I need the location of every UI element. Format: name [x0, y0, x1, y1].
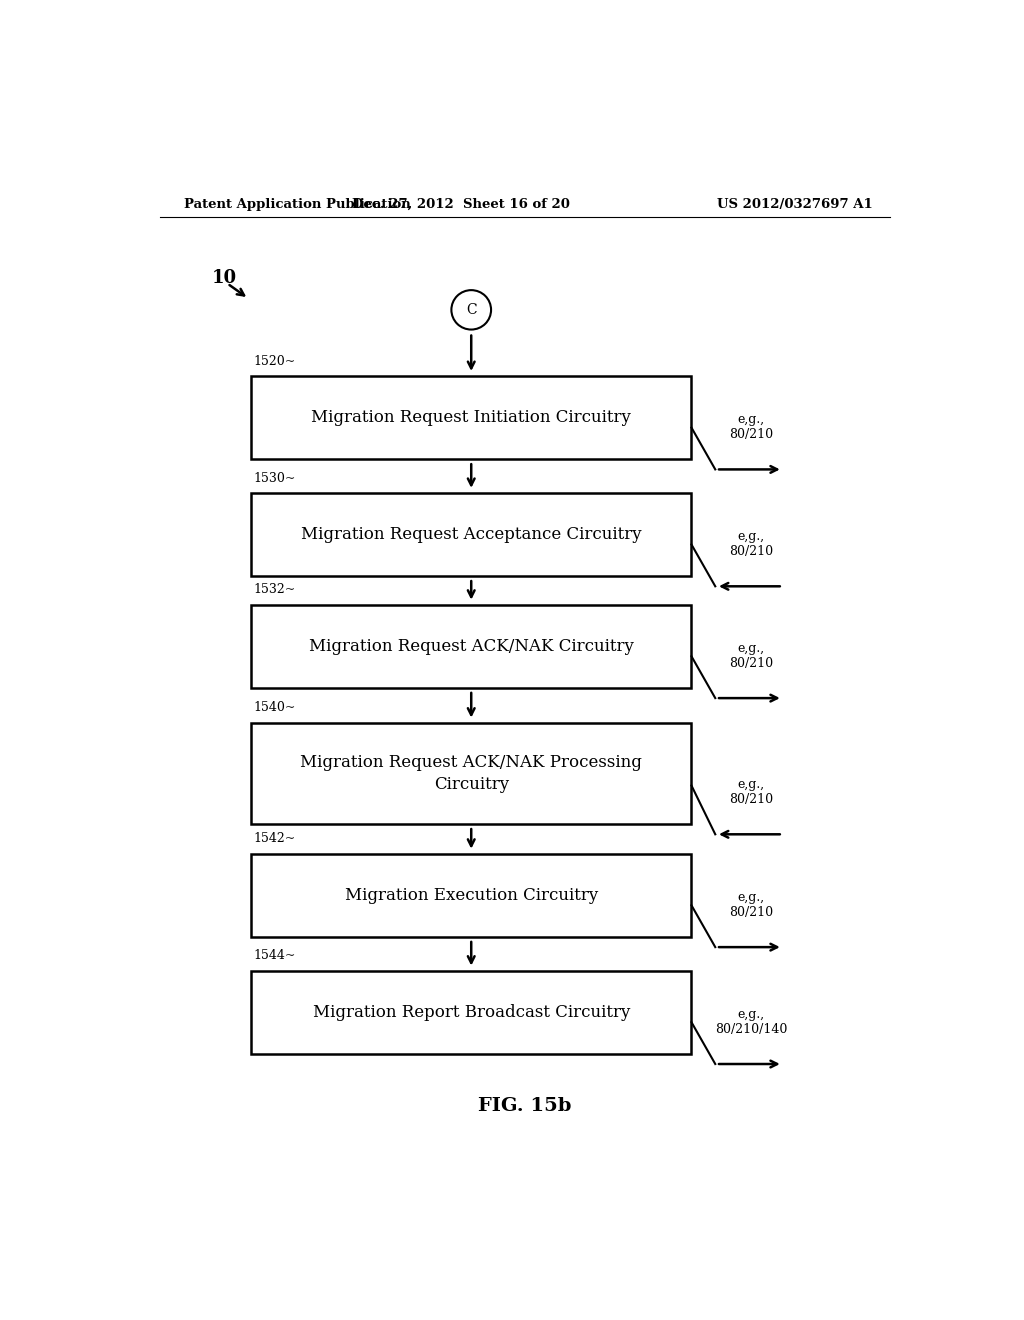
Bar [251, 605, 691, 688]
Text: 1540~: 1540~ [253, 701, 296, 714]
Bar [251, 854, 691, 937]
Text: e,g.,
80/210: e,g., 80/210 [729, 413, 773, 441]
Text: 1532~: 1532~ [253, 583, 296, 597]
Text: Migration Report Broadcast Circuitry: Migration Report Broadcast Circuitry [312, 1003, 630, 1020]
Text: e,g.,
80/210/140: e,g., 80/210/140 [715, 1007, 787, 1036]
Text: 1530~: 1530~ [253, 471, 296, 484]
Text: e,g.,
80/210: e,g., 80/210 [729, 529, 773, 558]
Text: e,g.,
80/210: e,g., 80/210 [729, 891, 773, 919]
Bar [251, 376, 691, 459]
Bar [251, 722, 691, 824]
Text: Dec. 27, 2012  Sheet 16 of 20: Dec. 27, 2012 Sheet 16 of 20 [352, 198, 570, 211]
Text: Patent Application Publication: Patent Application Publication [183, 198, 411, 211]
Text: 1544~: 1544~ [253, 949, 296, 962]
Text: Migration Request ACK/NAK Processing
Circuitry: Migration Request ACK/NAK Processing Cir… [300, 754, 642, 793]
Text: FIG. 15b: FIG. 15b [478, 1097, 571, 1114]
Bar [251, 970, 691, 1053]
Text: 1520~: 1520~ [253, 355, 296, 368]
Text: e,g.,
80/210: e,g., 80/210 [729, 642, 773, 669]
Text: Migration Request ACK/NAK Circuitry: Migration Request ACK/NAK Circuitry [309, 638, 634, 655]
Bar [251, 492, 691, 576]
Text: 10: 10 [211, 269, 237, 288]
Text: C: C [466, 302, 476, 317]
Text: 1542~: 1542~ [253, 833, 296, 846]
Text: Migration Execution Circuitry: Migration Execution Circuitry [345, 887, 598, 904]
Text: US 2012/0327697 A1: US 2012/0327697 A1 [717, 198, 872, 211]
Text: e,g.,
80/210: e,g., 80/210 [729, 777, 773, 805]
Text: Migration Request Acceptance Circuitry: Migration Request Acceptance Circuitry [301, 525, 642, 543]
Text: Migration Request Initiation Circuitry: Migration Request Initiation Circuitry [311, 409, 631, 426]
